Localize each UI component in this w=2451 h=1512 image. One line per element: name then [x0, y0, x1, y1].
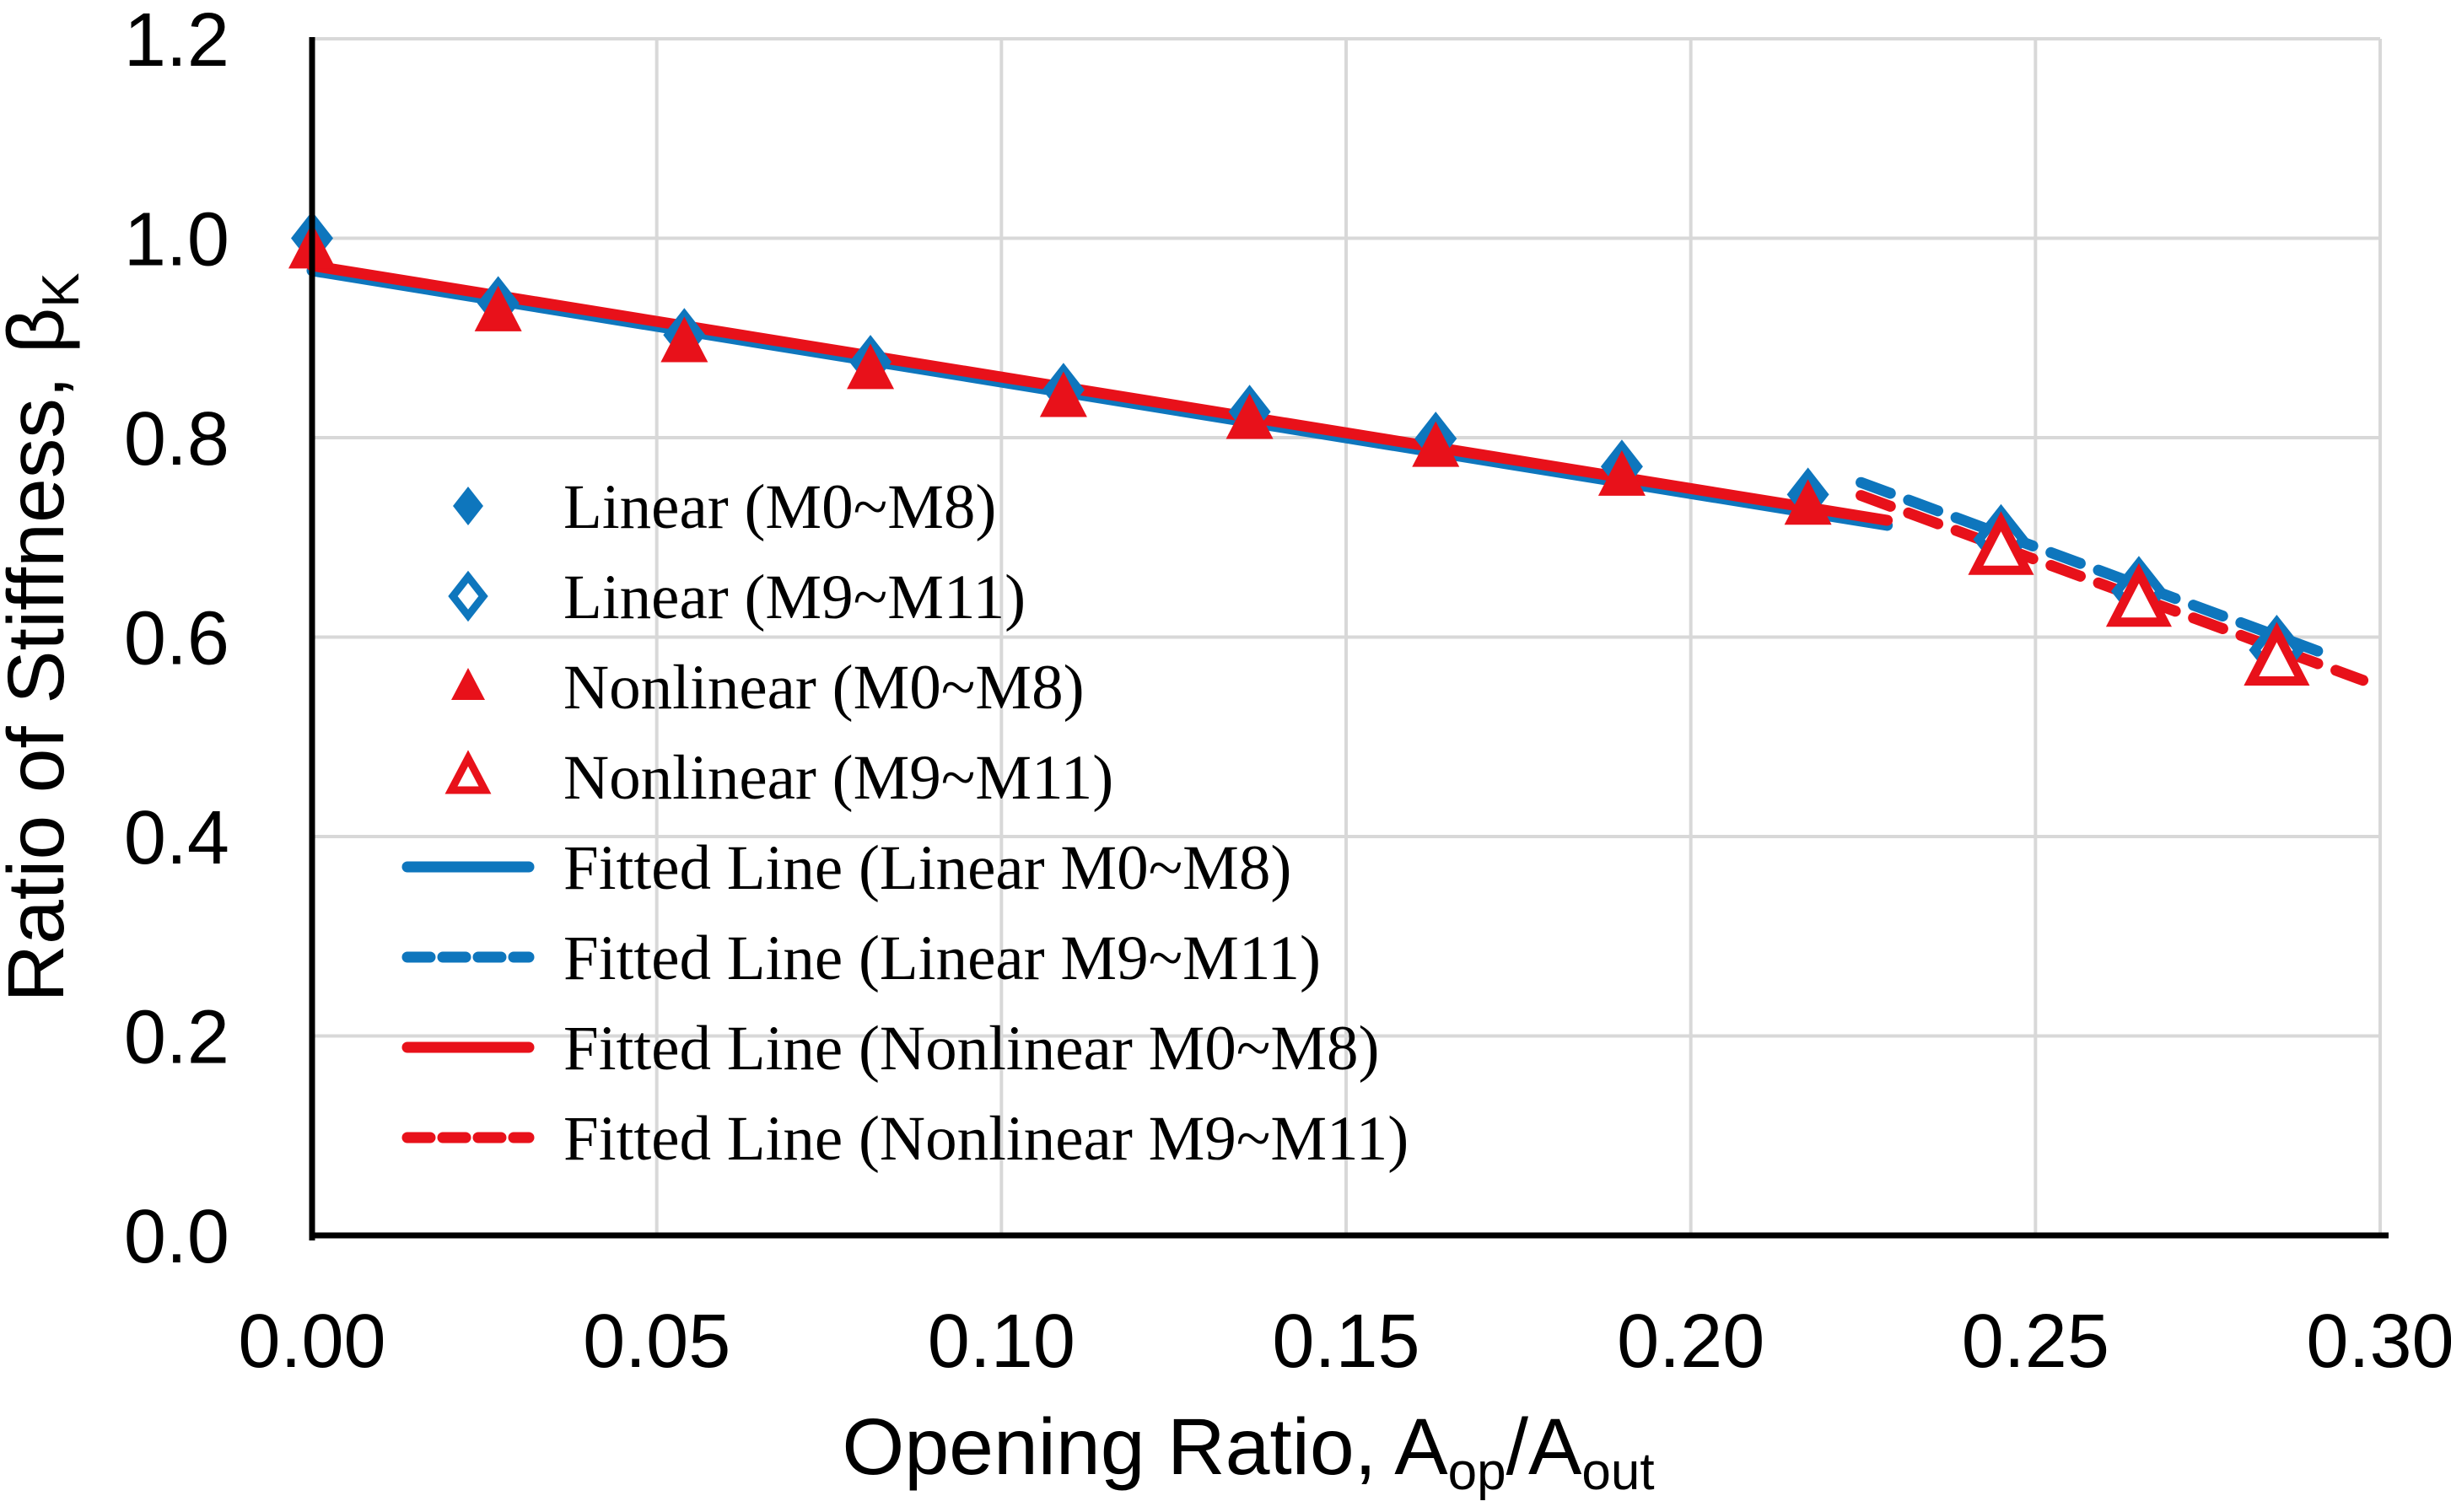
data-point-marker [1784, 479, 1832, 525]
legend: Linear (M0~M8) Linear (M9~M11) Nonlinear (… [401, 472, 1409, 1174]
x-tick-label: 0.00 [238, 1299, 385, 1384]
x-tick-label: 0.10 [928, 1299, 1075, 1384]
x-tick-label: 0.15 [1272, 1299, 1419, 1384]
data-point-marker [1968, 511, 2034, 575]
legend-item: Fitted Line (Linear M9~M11) [401, 923, 1321, 993]
legend-label: Nonlinear (M0~M8) [563, 653, 1085, 723]
axis-title-subscript: K [32, 272, 90, 307]
axis-title-subscript: out [1581, 1443, 1654, 1501]
legend-marker-diamond-filled [453, 487, 483, 525]
legend-label: Linear (M0~M8) [563, 472, 996, 542]
y-tick-label: 0.0 [124, 1195, 229, 1279]
legend-marker-triangle-filled [451, 668, 485, 700]
y-tick-label: 0.6 [124, 597, 229, 681]
data-point-marker [2105, 562, 2172, 627]
y-axis-title: Ratio of Stiffness, βK [0, 272, 90, 1002]
grid-layer [312, 37, 2382, 1235]
data-point-marker [1039, 371, 1087, 417]
legend-label: Fitted Line (Nonlinear M0~M8) [563, 1014, 1380, 1084]
legend-item: Fitted Line (Linear M0~M8) [401, 833, 1291, 903]
axis-title-text: Opening Ratio, A [842, 1402, 1448, 1492]
x-tick-label: 0.30 [2306, 1299, 2451, 1384]
legend-item: Nonlinear (M0~M8) [451, 653, 1085, 723]
data-point-marker [1597, 449, 1646, 496]
y-tick-label: 1.2 [124, 0, 229, 83]
axis-title-subscript: op [1448, 1443, 1506, 1501]
series-triangle-open [1968, 511, 2310, 686]
data-point-marker [2244, 621, 2310, 686]
legend-item: Linear (M9~M11) [448, 562, 1026, 632]
fitted-line-dashed-blue [1856, 476, 2335, 661]
data-point-marker [1226, 393, 1274, 439]
y-tick-label: 0.4 [124, 796, 229, 880]
tick-label-layer: 0.00 0.05 0.10 0.15 0.20 0.25 0.30 0.0 0.2 0.4 0.6… [124, 0, 2451, 1384]
legend-item: Nonlinear (M9~M11) [444, 743, 1113, 813]
y-tick-label: 1.0 [124, 198, 229, 282]
y-tick-label: 0.8 [124, 397, 229, 482]
axis-layer [309, 37, 2389, 1240]
axis-title-text: /A [1506, 1402, 1582, 1492]
legend-label: Nonlinear (M9~M11) [563, 743, 1113, 813]
legend-item: Linear (M0~M8) [453, 472, 996, 542]
x-axis-title: Opening Ratio, Aop/Aout [842, 1402, 1654, 1501]
y-tick-label: 0.2 [124, 996, 229, 1080]
x-tick-label: 0.20 [1617, 1299, 1764, 1384]
legend-marker-triangle-open [444, 750, 492, 794]
legend-label: Fitted Line (Nonlinear M9~M11) [563, 1104, 1409, 1174]
axis-title-text: Ratio of Stiffness, β [0, 308, 81, 1003]
legend-label: Fitted Line (Linear M9~M11) [563, 923, 1321, 993]
legend-label: Fitted Line (Linear M0~M8) [563, 833, 1291, 903]
legend-marker-diamond-open [448, 570, 488, 622]
fitted-line-dashed-red [1856, 490, 2369, 686]
data-point-marker [474, 285, 522, 331]
x-tick-label: 0.05 [583, 1299, 730, 1384]
data-point-marker [847, 343, 895, 390]
legend-item: Fitted Line (Nonlinear M0~M8) [401, 1014, 1380, 1084]
data-point-marker [660, 316, 708, 363]
legend-item: Fitted Line (Nonlinear M9~M11) [401, 1104, 1409, 1174]
data-point-marker [1412, 421, 1460, 467]
legend-label: Linear (M9~M11) [563, 562, 1026, 632]
x-tick-label: 0.25 [1962, 1299, 2109, 1384]
